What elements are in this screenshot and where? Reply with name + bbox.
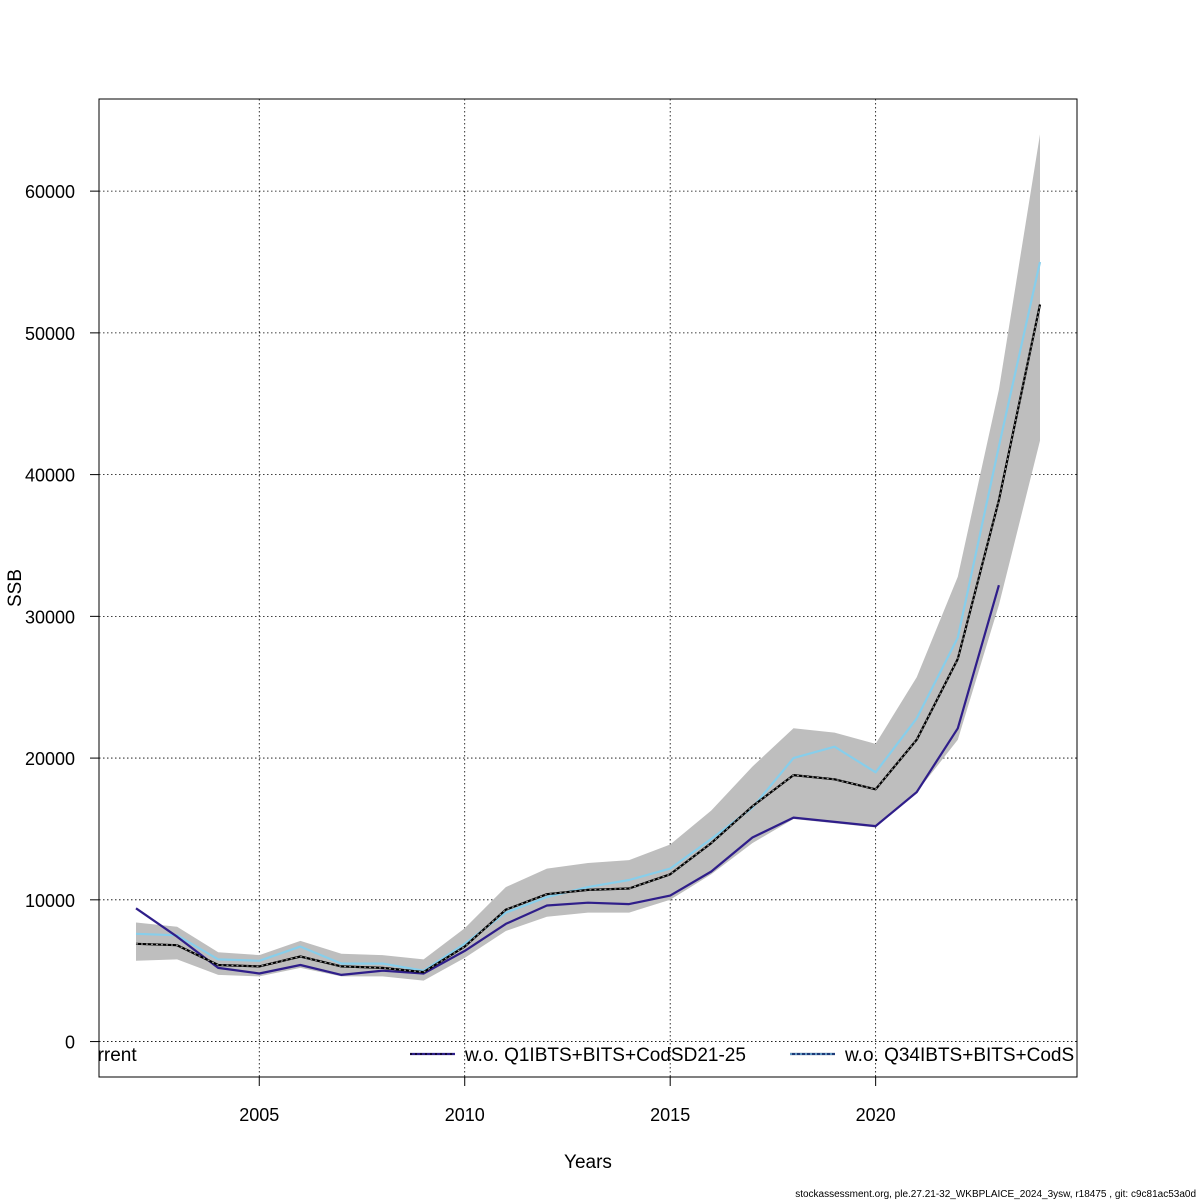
- legend-label-1: w.o. Q1IBTS+BITS+CodSD21-25: [464, 1045, 746, 1066]
- y-tick-label: 10000: [25, 891, 75, 911]
- series-line-0-dots: [135, 304, 1041, 973]
- series-lines: [135, 261, 1042, 977]
- x-axis-title: Years: [564, 1152, 612, 1173]
- y-tick-label: 40000: [25, 466, 75, 486]
- confidence-band-area: [136, 134, 1040, 981]
- plot-frame: [98, 98, 1078, 1078]
- y-axis-title: SSB: [5, 569, 26, 607]
- y-tick-label: 20000: [25, 749, 75, 769]
- legend-label-2: w.o. Q34IBTS+BITS+CodS: [844, 1045, 1074, 1066]
- x-axis: 2005 2010 2015 2020: [239, 1077, 896, 1125]
- series-line-2: [135, 261, 1042, 972]
- confidence-band: [136, 134, 1040, 981]
- grid-lines: [99, 99, 1077, 1077]
- y-tick-label: 30000: [25, 607, 75, 627]
- x-tick-label: 2015: [650, 1105, 690, 1125]
- footer-text: stockassessment.org, ple.27.21-32_WKBPLA…: [795, 1189, 1196, 1200]
- y-tick-label: 50000: [25, 324, 75, 344]
- x-tick-label: 2010: [445, 1105, 485, 1125]
- series-line-1: [135, 584, 1000, 977]
- y-tick-label: 60000: [25, 182, 75, 202]
- y-tick-label: 0: [65, 1033, 75, 1053]
- y-axis: 0 10000 20000 30000 40000 50000 60000: [25, 182, 99, 1053]
- legend-label-0: urrent: [87, 1045, 137, 1066]
- x-tick-label: 2020: [856, 1105, 896, 1125]
- x-tick-label: 2005: [239, 1105, 279, 1125]
- legend: urrent w.o. Q1IBTS+BITS+CodSD21-25 w.o. Q3…: [87, 1045, 1074, 1066]
